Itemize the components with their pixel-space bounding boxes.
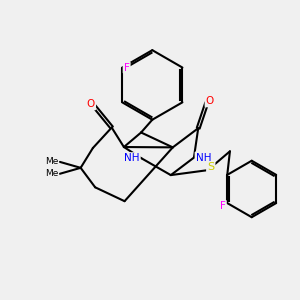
Text: F: F (220, 201, 226, 211)
Text: Me: Me (45, 158, 58, 166)
Text: F: F (124, 63, 130, 73)
Text: NH: NH (196, 153, 211, 163)
Text: NH: NH (124, 153, 140, 163)
Text: Me: Me (45, 169, 58, 178)
Text: O: O (206, 96, 214, 106)
Text: O: O (87, 99, 95, 109)
Text: S: S (207, 162, 214, 172)
